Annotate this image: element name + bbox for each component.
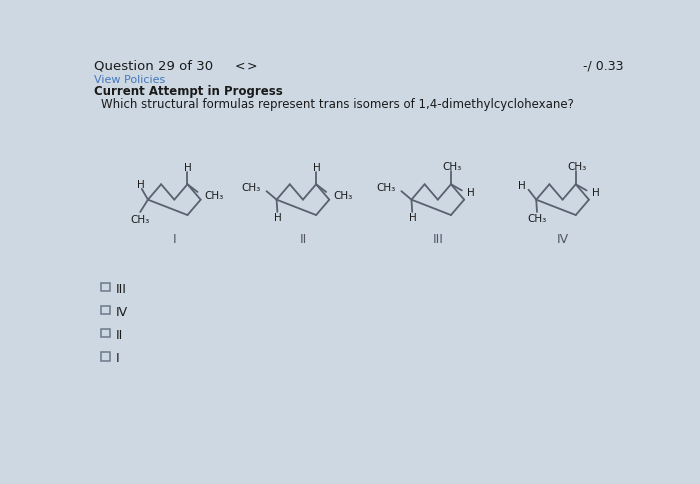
Text: Which structural formulas represent trans isomers of 1,4-dimethylcyclohexane?: Which structural formulas represent tran… (102, 98, 574, 111)
Text: CH₃: CH₃ (442, 162, 461, 171)
Text: View Policies: View Policies (94, 75, 165, 85)
Text: Question 29 of 30: Question 29 of 30 (94, 59, 213, 72)
Text: -/ 0.33: -/ 0.33 (583, 59, 624, 72)
Text: III: III (116, 282, 126, 295)
Text: CH₃: CH₃ (377, 183, 396, 193)
Text: CH₃: CH₃ (131, 214, 150, 225)
Text: CH₃: CH₃ (204, 191, 224, 200)
Text: H: H (137, 180, 145, 190)
Bar (102, 329, 110, 338)
Bar (102, 283, 110, 292)
Text: H: H (468, 188, 475, 197)
Text: H: H (274, 213, 282, 223)
Text: CH₃: CH₃ (333, 191, 352, 200)
Text: IV: IV (556, 232, 568, 245)
Text: I: I (172, 232, 176, 245)
Text: I: I (116, 351, 119, 364)
Text: H: H (313, 163, 321, 173)
Text: III: III (433, 232, 443, 245)
Text: Current Attempt in Progress: Current Attempt in Progress (94, 85, 282, 98)
Text: II: II (116, 328, 122, 341)
Text: CH₃: CH₃ (527, 214, 547, 224)
Text: CH₃: CH₃ (567, 162, 586, 171)
Text: II: II (300, 232, 307, 245)
Text: H: H (409, 213, 417, 223)
Text: H: H (184, 163, 192, 173)
Text: >: > (246, 59, 257, 72)
Bar (102, 352, 110, 361)
Text: H: H (519, 181, 526, 191)
Text: <: < (234, 59, 245, 72)
Text: IV: IV (116, 305, 127, 318)
Bar (102, 306, 110, 315)
Text: CH₃: CH₃ (242, 183, 261, 193)
Text: H: H (592, 188, 600, 197)
